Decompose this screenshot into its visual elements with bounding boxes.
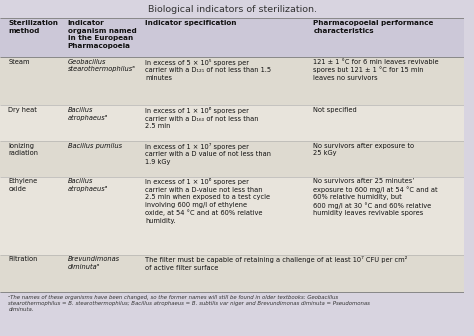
Text: Ethylene
oxide: Ethylene oxide — [9, 178, 37, 192]
Text: Filtration: Filtration — [9, 256, 38, 262]
Text: Bacillus
atrophaeusᵃ: Bacillus atrophaeusᵃ — [67, 178, 108, 192]
Text: Dry heat: Dry heat — [9, 107, 37, 113]
Text: Ionizing
radiation: Ionizing radiation — [9, 143, 38, 156]
Text: In excess of 1 × 10⁷ spores per
carrier with a D value of not less than
1.9 kGy: In excess of 1 × 10⁷ spores per carrier … — [145, 143, 271, 165]
Text: Geobacillus
stearothermophilusᵃ: Geobacillus stearothermophilusᵃ — [67, 59, 136, 73]
Text: Indicator specification: Indicator specification — [145, 20, 237, 27]
Bar — [0, 18, 465, 57]
Bar — [0, 254, 465, 292]
Text: No survivors after 25 minutes’
exposure to 600 mg/l at 54 °C and at
60% relative: No survivors after 25 minutes’ exposure … — [313, 178, 438, 216]
Bar — [0, 141, 465, 177]
Text: Biological indicators of sterilization.: Biological indicators of sterilization. — [148, 5, 317, 14]
Text: Bacillus
atrophaeusᵃ: Bacillus atrophaeusᵃ — [67, 107, 108, 121]
Text: Brevundimonas
diminutaᵃ: Brevundimonas diminutaᵃ — [67, 256, 119, 270]
Text: Indicator
organism named
in the European
Pharmacopoeia: Indicator organism named in the European… — [67, 20, 136, 49]
Text: Steam: Steam — [9, 59, 30, 65]
Text: ᵃThe names of these organisms have been changed, so the former names will still : ᵃThe names of these organisms have been … — [9, 295, 370, 312]
Text: In excess of 1 × 10⁶ spores per
carrier with a D₁₆₀ of not less than
2.5 min: In excess of 1 × 10⁶ spores per carrier … — [145, 107, 258, 129]
Text: 121 ± 1 °C for 6 min leaves revivable
spores but 121 ± 1 °C for 15 min
leaves no: 121 ± 1 °C for 6 min leaves revivable sp… — [313, 59, 439, 81]
Bar — [0, 106, 465, 141]
Bar — [0, 177, 465, 254]
Text: In excess of 1 × 10⁶ spores per
carrier with a D-value not less than
2.5 min whe: In excess of 1 × 10⁶ spores per carrier … — [145, 178, 270, 224]
Text: No survivors after exposure to
25 kGy: No survivors after exposure to 25 kGy — [313, 143, 414, 156]
Text: Pharmacopoeial performance
characteristics: Pharmacopoeial performance characteristi… — [313, 20, 434, 34]
Text: In excess of 5 × 10⁵ spores per
carrier with a D₁₂₁ of not less than 1.5
minutes: In excess of 5 × 10⁵ spores per carrier … — [145, 59, 271, 81]
Text: Not specified: Not specified — [313, 107, 357, 113]
Text: The filter must be capable of retaining a challenge of at least 10⁷ CFU per cm²
: The filter must be capable of retaining … — [145, 256, 407, 271]
Text: Sterilization
method: Sterilization method — [9, 20, 58, 34]
Text: Bacillus pumilus: Bacillus pumilus — [67, 143, 122, 149]
Bar — [0, 57, 465, 106]
